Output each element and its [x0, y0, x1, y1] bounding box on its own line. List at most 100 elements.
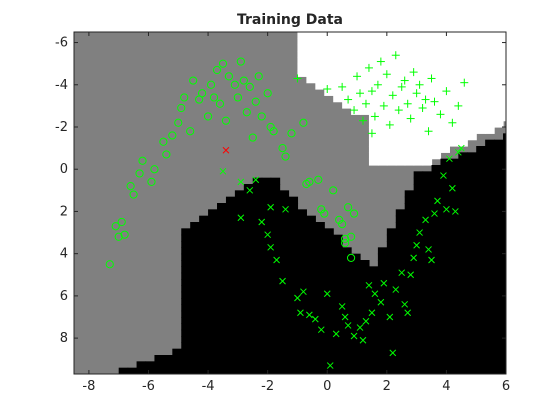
region-cell-black [422, 336, 433, 343]
region-cell-black [208, 304, 218, 312]
region-cell-black [476, 203, 486, 210]
region-cell-white [368, 63, 379, 71]
region-cell-black [440, 355, 450, 362]
region-cell-black [190, 247, 200, 255]
region-cell-white [377, 51, 388, 58]
region-cell-black [368, 266, 379, 274]
region-cell-white [404, 38, 415, 46]
region-cell-white [333, 32, 343, 39]
region-cell-black [449, 336, 459, 343]
region-cell-white [324, 32, 334, 39]
data-point-plus [400, 76, 409, 85]
region-cell-black [467, 374, 477, 381]
region-cell-black [440, 165, 450, 172]
region-cell-black [494, 323, 504, 331]
region-cell-white [476, 82, 486, 90]
x-tick-label: -8 [82, 379, 95, 394]
region-cell-black [252, 342, 263, 350]
data-point-circle [320, 209, 329, 218]
region-cell-black [261, 323, 272, 331]
region-cell-black [404, 215, 415, 223]
region-cell-black [368, 317, 379, 324]
region-cell-black [458, 215, 468, 223]
region-cell-black [270, 304, 281, 312]
data-point-circle [203, 112, 213, 121]
region-cell-black [297, 272, 307, 280]
region-cell-black [172, 374, 182, 381]
data-point-cross [407, 271, 415, 279]
region-cell-black [306, 266, 316, 274]
region-cell-black [234, 272, 245, 280]
region-cell-black [199, 253, 209, 261]
region-cell-white [386, 152, 397, 160]
region-cell-black [181, 285, 191, 293]
data-point-cross [264, 231, 272, 239]
region-cell-black [208, 342, 218, 350]
region-cell-white [342, 70, 352, 77]
region-cell-black [494, 291, 504, 299]
region-cell-black [360, 367, 370, 374]
region-cell-white [386, 95, 397, 103]
region-cell-black [243, 361, 254, 369]
region-cell-black [467, 203, 477, 210]
region-cell-black [494, 139, 504, 147]
region-cell-black [395, 234, 406, 242]
region-cell-black [386, 291, 397, 299]
region-cell-black [449, 260, 459, 267]
data-point-cross [454, 148, 462, 156]
region-cell-black [467, 152, 477, 160]
region-cell-black [190, 228, 200, 236]
region-cell-white [360, 63, 370, 71]
region-cell-black [467, 177, 477, 185]
region-cell-black [440, 285, 450, 293]
region-cell-black [431, 304, 442, 312]
region-cell-black [422, 228, 433, 236]
region-cell-white [431, 120, 442, 128]
data-point-cross [219, 167, 227, 175]
region-cell-black [476, 146, 486, 153]
data-point-plus [397, 82, 406, 91]
data-point-cross [258, 218, 266, 226]
region-cell-black [431, 291, 442, 299]
region-cell-black [217, 355, 227, 362]
region-cell-black [404, 203, 415, 210]
region-cell-black [288, 329, 299, 337]
region-cell-black [288, 209, 299, 217]
region-cell-black [503, 203, 506, 210]
region-cell-white [306, 51, 316, 58]
region-cell-black [413, 266, 424, 274]
region-cell-black [467, 272, 477, 280]
region-cell-black [297, 317, 307, 324]
region-cell-black [377, 285, 388, 293]
region-cell-black [440, 215, 450, 223]
region-cell-black [377, 247, 388, 255]
region-cell-white [360, 95, 370, 103]
region-cell-black [413, 190, 424, 198]
region-cell-black [458, 260, 468, 267]
region-cell-black [190, 291, 200, 299]
region-cell-white [315, 76, 325, 84]
region-cell-white [368, 32, 379, 39]
data-point-cross [401, 300, 409, 308]
region-cell-white [342, 57, 352, 65]
region-cell-black [252, 317, 263, 324]
region-cell-black [395, 310, 406, 318]
region-cell-black [351, 374, 361, 381]
region-cell-black [288, 317, 299, 324]
region-cell-black [208, 247, 218, 255]
region-cell-black [261, 272, 272, 280]
region-cell-black [485, 285, 495, 293]
region-cell-black [422, 304, 433, 312]
region-cell-black [503, 228, 506, 236]
region-cell-white [503, 70, 506, 77]
data-point-plus [418, 104, 427, 112]
region-cell-black [458, 367, 468, 374]
y-tick-label: 4 [60, 247, 68, 262]
data-point-cross [425, 246, 432, 253]
region-cell-black [422, 171, 433, 179]
region-cell-black [208, 348, 218, 356]
region-cell-black [279, 336, 290, 343]
region-cell-black [154, 355, 164, 362]
region-cell-black [449, 158, 459, 166]
region-cell-white [494, 38, 504, 46]
